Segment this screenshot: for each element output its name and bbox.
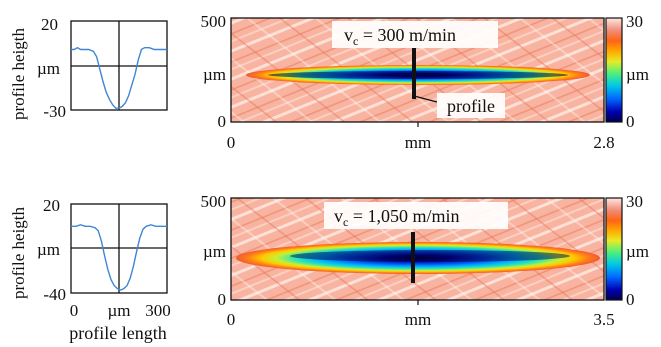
map-ytick-bottom-max: 500 — [201, 192, 227, 211]
annotation-bottom-v: v — [334, 206, 343, 226]
xtick-bottom-max: 300 — [145, 301, 171, 320]
colorbar-bottom-unit: µm — [626, 242, 649, 261]
map-xtick-bottom-max: 3.5 — [593, 310, 614, 329]
profile-label-box-top — [437, 93, 505, 118]
map-xtick-bottom-unit: mm — [405, 310, 431, 329]
profile-panel-top: profile heigth 20 µm -30 — [9, 15, 168, 121]
colorbar-bottom-max: 30 — [626, 192, 643, 211]
colorbar-top-unit: µm — [626, 65, 649, 84]
ylabel-top: profile heigth — [9, 27, 28, 120]
ytick-bottom-max: 20 — [43, 196, 60, 215]
xtick-bottom-min: 0 — [70, 301, 79, 320]
annotation-box-top — [332, 21, 498, 48]
map-ytick-top-unit: µm — [203, 65, 226, 84]
annotation-top-rest: = 300 m/min — [358, 25, 456, 45]
map-panel-bottom: 500 µm 0 vc = 1,050 m/min 0 mm 3.5 30 µm… — [201, 192, 650, 329]
annotation-bottom-rest: = 1,050 m/min — [348, 206, 459, 226]
map-ytick-top-max: 500 — [201, 12, 227, 31]
profile-curve-top — [71, 46, 167, 109]
map-xtick-bottom-min: 0 — [227, 310, 236, 329]
ytick-top-min: -30 — [43, 102, 66, 121]
map-xtick-top-max: 2.8 — [593, 133, 614, 152]
profile-curve-bottom — [71, 224, 167, 291]
annotation-bottom: vc = 1,050 m/min — [334, 206, 459, 229]
map-ytick-top-min: 0 — [218, 112, 227, 131]
colorbar-top-max: 30 — [626, 12, 643, 31]
profile-leader-top — [413, 95, 438, 103]
profile-panel-bottom: profile heigth 20 µm -40 0 µm 300 profil… — [9, 196, 171, 343]
profile-label-top: profile — [447, 96, 495, 116]
ytick-top-unit: µm — [37, 59, 60, 78]
map-xtick-top-unit: mm — [405, 133, 431, 152]
colorbar-bottom — [605, 197, 623, 301]
annotation-top-v: v — [344, 25, 353, 45]
ylabel-bottom: profile heigth — [9, 206, 28, 299]
map-ytick-bottom-min: 0 — [218, 290, 227, 309]
xlabel-bottom: profile length — [69, 323, 166, 343]
ytick-bottom-min: -40 — [43, 285, 66, 304]
ytick-top-max: 20 — [41, 15, 58, 34]
colorbar-bottom-min: 0 — [626, 290, 635, 309]
colorbar-top — [605, 17, 623, 123]
map-xtick-top-min: 0 — [227, 133, 236, 152]
colorbar-top-min: 0 — [626, 112, 635, 131]
annotation-bottom-sub: c — [343, 215, 348, 229]
map-ytick-bottom-unit: µm — [203, 242, 226, 261]
annotation-top-sub: c — [353, 34, 358, 48]
map-panel-top: 500 µm 0 profile vc = 300 m/min 0 mm 2.8… — [201, 12, 650, 152]
annotation-top: vc = 300 m/min — [344, 25, 456, 48]
annotation-box-bottom — [324, 202, 508, 229]
xtick-bottom-unit: µm — [107, 301, 130, 320]
ytick-bottom-unit: µm — [37, 240, 60, 259]
